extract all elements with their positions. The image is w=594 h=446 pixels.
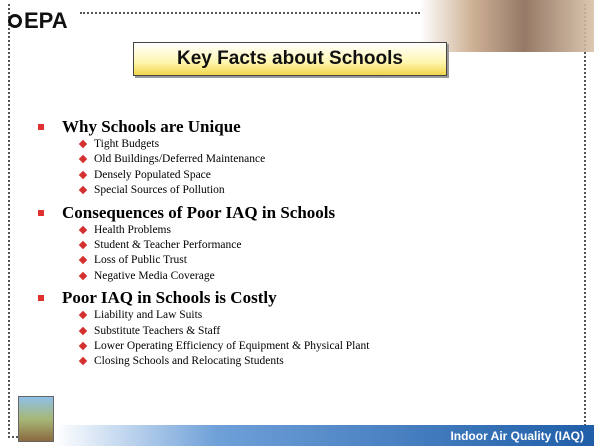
section-heading: Why Schools are Unique	[36, 117, 576, 137]
section-item: Negative Media Coverage	[36, 269, 576, 284]
footer-label: Indoor Air Quality (IAQ)	[450, 429, 584, 443]
footer-bar: Indoor Air Quality (IAQ)	[55, 425, 594, 446]
section-item: Health Problems	[36, 223, 576, 238]
section-item: Tight Budgets	[36, 137, 576, 152]
section-item: Lower Operating Efficiency of Equipment …	[36, 339, 576, 354]
section-item: Liability and Law Suits	[36, 308, 576, 323]
section-item: Closing Schools and Relocating Students	[36, 354, 576, 369]
section-item: Loss of Public Trust	[36, 253, 576, 268]
section-item: Old Buildings/Deferred Maintenance	[36, 152, 576, 167]
logo-mark	[8, 14, 22, 28]
slide-title: Key Facts about Schools	[133, 42, 447, 76]
section-item: Substitute Teachers & Staff	[36, 324, 576, 339]
logo: EPA	[8, 8, 68, 34]
section-item: Special Sources of Pollution	[36, 183, 576, 198]
slide: EPA Key Facts about Schools Why Schools …	[0, 0, 594, 446]
section-item: Student & Teacher Performance	[36, 238, 576, 253]
top-dotted-line	[80, 12, 420, 14]
logo-text: EPA	[24, 8, 68, 34]
section-heading: Poor IAQ in Schools is Costly	[36, 288, 576, 308]
section-item: Densely Populated Space	[36, 168, 576, 183]
corner-icon	[18, 396, 54, 442]
section-heading: Consequences of Poor IAQ in Schools	[36, 203, 576, 223]
